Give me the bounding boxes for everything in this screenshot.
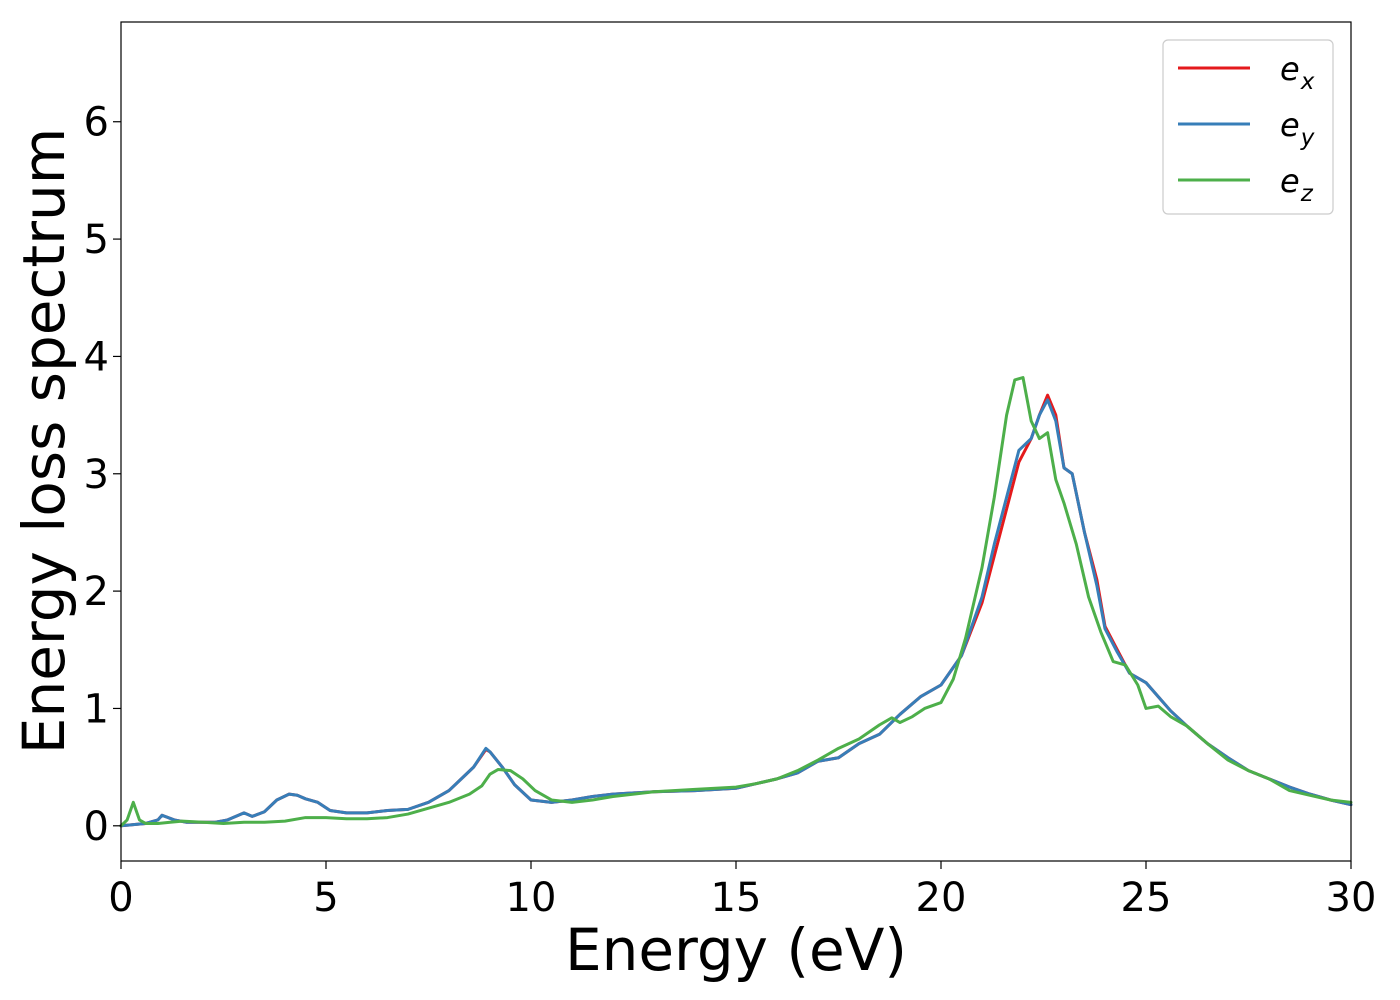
y-tick-label: 5 — [84, 217, 109, 263]
legend-label-x: ex — [1280, 50, 1315, 95]
legend: ex ey ez — [1162, 39, 1334, 215]
y-axis: 0 1 2 3 4 5 6 — [84, 100, 121, 850]
y-tick-label: 1 — [84, 686, 109, 732]
y-tick-label: 4 — [84, 334, 109, 380]
y-axis-label: Energy loss spectrum — [10, 128, 78, 754]
legend-label-y: ey — [1280, 106, 1315, 151]
x-axis: 0 5 10 15 20 25 30 — [108, 861, 1376, 921]
x-tick-label: 15 — [711, 875, 762, 921]
legend-label-z: ez — [1280, 162, 1314, 207]
y-tick-label: 6 — [84, 100, 109, 146]
y-tick-label: 2 — [84, 569, 109, 615]
x-axis-label: Energy (eV) — [565, 916, 907, 984]
y-tick-label: 0 — [84, 804, 109, 850]
x-tick-label: 20 — [916, 875, 967, 921]
x-tick-label: 0 — [108, 875, 133, 921]
x-tick-label: 30 — [1326, 875, 1377, 921]
x-tick-label: 25 — [1121, 875, 1172, 921]
series-layer — [119, 376, 1353, 828]
x-tick-label: 10 — [506, 875, 557, 921]
series-line-z — [119, 376, 1353, 828]
y-tick-label: 3 — [84, 452, 109, 498]
x-tick-label: 5 — [313, 875, 338, 921]
legend-box — [1162, 39, 1334, 215]
